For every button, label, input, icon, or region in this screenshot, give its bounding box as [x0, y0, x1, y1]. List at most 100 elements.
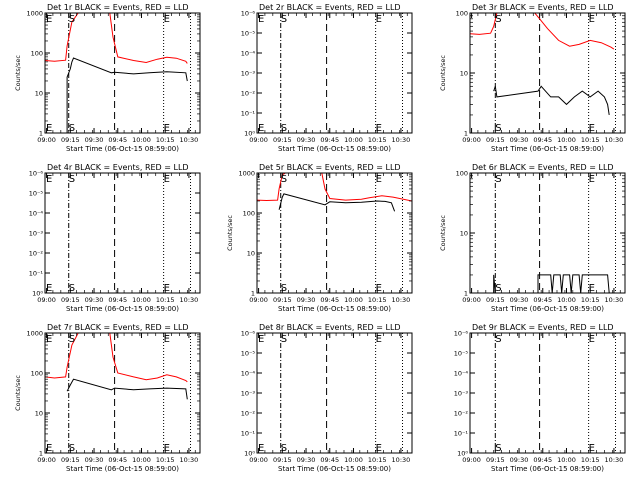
x-tick-label: 09:45 [108, 136, 127, 144]
x-tick-label: 09:45 [533, 136, 552, 144]
y-tick-label: 10⁻³ [241, 390, 256, 398]
x-tick-label: 09:00 [462, 136, 481, 144]
y-tick-label: 1 [39, 450, 43, 458]
event-marker-e: E [376, 123, 382, 134]
panel-det-5r: Det 5r BLACK = Events, RED = LLD 1 10 100 10… [226, 163, 413, 313]
x-axis-label: Start Time (06-Oct-15 08:59:00) [278, 145, 391, 153]
y-tick-label: 10⁻¹ [454, 430, 469, 438]
x-tick-label: 09:00 [249, 296, 268, 304]
event-marker-e: E [376, 283, 382, 294]
x-tick-label: 09:45 [320, 136, 339, 144]
event-marker-s: S [495, 123, 501, 134]
event-marker-s: S [495, 443, 501, 454]
x-tick-label: 10:00 [344, 136, 363, 144]
y-tick-label: 10 [460, 230, 468, 238]
x-axis-label: Start Time (06-Oct-15 08:59:00) [491, 305, 604, 313]
panel-det-8r: Det 8r BLACK = Events, RED = LLD 10⁰ 10⁻¹ 1… [241, 323, 413, 473]
plot-frame [469, 332, 626, 454]
y-tick-label: 10⁰ [32, 290, 43, 298]
y-tick-label: 10⁻⁴ [241, 50, 256, 58]
event-marker-e: E [376, 443, 382, 454]
x-tick-label: 09:15 [486, 136, 505, 144]
x-tick-label: 10:15 [156, 456, 175, 464]
y-tick-label: 100 [456, 170, 468, 178]
y-tick-label: 10⁻² [241, 410, 256, 418]
y-tick-label: 10⁻³ [454, 390, 469, 398]
event-marker-s: S [69, 14, 75, 25]
x-tick-label: 09:30 [85, 136, 104, 144]
x-tick-label: 09:00 [37, 136, 56, 144]
y-tick-label: 1000 [26, 330, 43, 338]
event-marker-e: E [258, 14, 264, 25]
event-marker-e: E [46, 443, 52, 454]
y-tick-label: 1 [39, 130, 43, 138]
y-tick-label: 10⁻⁴ [241, 370, 256, 378]
event-marker-e: E [589, 443, 595, 454]
x-tick-label: 09:00 [462, 456, 481, 464]
lld-series-line [470, 13, 615, 50]
x-tick-label: 09:45 [108, 296, 127, 304]
x-tick-label: 09:00 [37, 456, 56, 464]
event-marker-e: E [589, 174, 595, 185]
y-tick-label: 10 [247, 250, 255, 258]
event-marker-e: E [164, 123, 170, 134]
x-tick-label: 10:00 [557, 136, 576, 144]
y-tick-label: 10⁻² [29, 250, 44, 258]
x-tick-label: 09:30 [510, 456, 529, 464]
x-tick-label: 09:45 [533, 456, 552, 464]
y-axis-label: Counts/sec [439, 55, 447, 91]
y-tick-label: 10⁻⁵ [454, 350, 469, 358]
lld-series-line [257, 173, 412, 202]
x-tick-label: 09:15 [273, 456, 292, 464]
y-tick-label: 1 [464, 130, 468, 138]
x-tick-label: 10:15 [368, 136, 387, 144]
y-tick-label: 10⁻² [241, 90, 256, 98]
x-tick-label: 10:15 [368, 456, 387, 464]
event-marker-s: S [281, 14, 287, 25]
x-tick-label: 09:15 [61, 456, 80, 464]
panel-det-2r: Det 2r BLACK = Events, RED = LLD 10⁰ 10⁻¹ 1… [241, 3, 413, 153]
x-tick-label: 09:15 [61, 296, 80, 304]
event-marker-e: E [164, 174, 170, 185]
event-marker-e: E [164, 334, 170, 345]
event-marker-e: E [258, 334, 264, 345]
y-axis-label: Counts/sec [439, 215, 447, 251]
y-tick-label: 10⁻⁵ [241, 350, 256, 358]
events-series-line [493, 85, 610, 115]
event-marker-s: S [495, 14, 501, 25]
y-tick-label: 10 [35, 90, 43, 98]
x-tick-label: 09:00 [462, 296, 481, 304]
event-marker-s: S [495, 174, 501, 185]
event-marker-s: S [281, 283, 287, 294]
y-tick-label: 10 [460, 70, 468, 78]
y-tick-label: 10⁻³ [241, 70, 256, 78]
panel-det-3r: Det 3r BLACK = Events, RED = LLD 1 10 100 Co… [439, 3, 626, 153]
x-axis-label: Start Time (06-Oct-15 08:59:00) [66, 145, 179, 153]
event-marker-e: E [258, 123, 264, 134]
x-axis-label: Start Time (06-Oct-15 08:59:00) [278, 305, 391, 313]
x-tick-label: 09:00 [37, 296, 56, 304]
plot-frame [44, 12, 201, 134]
x-tick-label: 10:15 [368, 296, 387, 304]
y-tick-label: 10⁻⁴ [29, 210, 44, 218]
y-tick-label: 10⁻² [454, 410, 469, 418]
event-marker-e: E [46, 174, 52, 185]
plot-frame [44, 332, 201, 454]
event-marker-s: S [69, 334, 75, 345]
event-marker-s: S [69, 283, 75, 294]
plot-frame [469, 12, 626, 134]
x-tick-label: 10:15 [156, 296, 175, 304]
x-tick-label: 09:00 [249, 456, 268, 464]
x-tick-label: 10:00 [344, 456, 363, 464]
event-marker-e: E [589, 123, 595, 134]
x-tick-label: 09:30 [85, 456, 104, 464]
y-tick-label: 10 [35, 410, 43, 418]
x-tick-label: 10:00 [344, 296, 363, 304]
panel-title: Det 7r BLACK = Events, RED = LLD [47, 323, 189, 332]
event-marker-s: S [69, 443, 75, 454]
x-tick-label: 09:45 [320, 456, 339, 464]
panel-det-6r: Det 6r BLACK = Events, RED = LLD 1 10 100 Co… [439, 163, 626, 313]
y-tick-label: 10⁻¹ [29, 270, 44, 278]
event-marker-s: S [281, 334, 287, 345]
event-marker-s: S [495, 334, 501, 345]
